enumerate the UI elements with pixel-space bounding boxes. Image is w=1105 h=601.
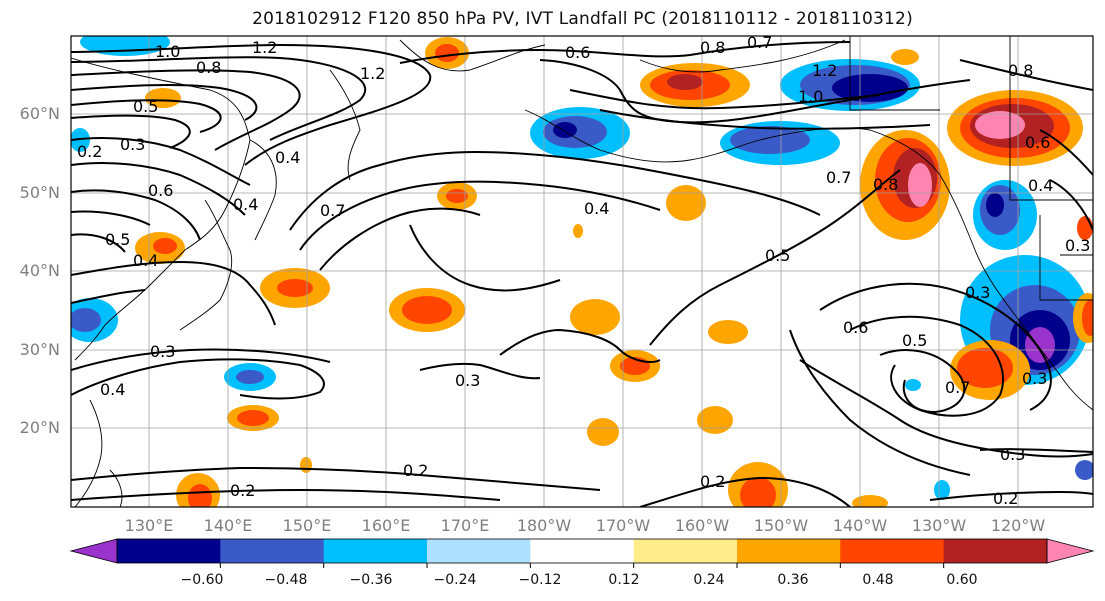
lon-label: 150°W	[753, 516, 809, 535]
contour-label: 0.6	[1025, 133, 1050, 152]
pv-anomaly-fills	[71, 36, 1093, 507]
contour-label: 0.2	[77, 142, 102, 161]
contour-label: 0.5	[105, 230, 130, 249]
coastlines	[71, 36, 1093, 507]
colorbar-segment	[633, 539, 738, 563]
contour-label: 1.0	[155, 42, 180, 61]
lat-label: 30°N	[19, 340, 60, 359]
positive-anomaly-patch	[570, 299, 620, 335]
colorbar-segment	[530, 539, 635, 563]
contour-label: 0.3	[965, 283, 990, 302]
lon-label: 130°W	[911, 516, 967, 535]
colorbar-segment	[220, 539, 325, 563]
colorbar-tick-label: −0.36	[349, 572, 393, 588]
contour-label: 1.2	[252, 38, 277, 57]
map-title: 2018102912 F120 850 hPa PV, IVT Landfall…	[252, 9, 913, 29]
contour-label: 0.4	[133, 251, 158, 270]
colorbar-tick-label: −0.60	[180, 572, 224, 588]
contour-label: 0.2	[230, 481, 255, 500]
contour-label: 1.2	[360, 64, 385, 83]
lon-label: 140°E	[203, 516, 253, 535]
colorbar-tick-label: −0.48	[264, 572, 308, 588]
graticule	[71, 36, 1093, 507]
colorbar-max-arrow	[1046, 538, 1095, 564]
lon-label: 140°W	[832, 516, 888, 535]
contour-label: 0.8	[1008, 61, 1033, 80]
contour-label: 0.3	[120, 135, 145, 154]
positive-anomaly-patch	[666, 185, 706, 221]
colorbar	[69, 538, 1095, 568]
lat-label: 60°N	[19, 104, 60, 123]
colorbar-segment	[427, 539, 531, 563]
contour-label: 0.3	[1022, 369, 1047, 388]
lon-label: 180°W	[516, 516, 572, 535]
contour-label: 1.2	[812, 61, 837, 80]
contour-label: 0.2	[993, 489, 1018, 508]
positive-anomaly-patch	[708, 320, 748, 344]
contour-label: 0.4	[275, 148, 300, 167]
colorbar-tick-label: 0.24	[693, 572, 725, 588]
contour-label: 0.4	[1028, 176, 1053, 195]
contour-label: 0.2	[403, 461, 428, 480]
lat-label: 50°N	[19, 183, 60, 202]
colorbar-segment	[840, 539, 945, 563]
lon-label: 150°E	[282, 516, 332, 535]
lon-label: 130°E	[124, 516, 174, 535]
contour-label: 0.7	[945, 378, 970, 397]
colorbar-min-arrow	[69, 538, 118, 564]
lon-label: 120°W	[990, 516, 1046, 535]
contour-label: 0.5	[902, 331, 927, 350]
colorbar-segment	[323, 539, 428, 563]
lon-label: 160°W	[674, 516, 730, 535]
pv-contours	[71, 41, 1093, 507]
contour-label: 0.6	[148, 181, 173, 200]
contour-label: 0.8	[700, 38, 725, 57]
lat-label: 20°N	[19, 418, 60, 437]
contour-label: 0.4	[233, 195, 258, 214]
contour-label: 0.7	[320, 201, 345, 220]
map-background	[71, 36, 1093, 507]
colorbar-tick-label: 0.12	[608, 572, 640, 588]
contour-label: 0.8	[873, 175, 898, 194]
lon-label: 160°E	[361, 516, 411, 535]
contour-label: 0.3	[455, 371, 480, 390]
contour-label: 0.2	[700, 472, 725, 491]
colorbar-segment	[943, 539, 1048, 563]
colorbar-tick-label: 0.60	[946, 572, 978, 588]
colorbar-segments	[117, 539, 1048, 563]
contour-label: 0.8	[196, 58, 221, 77]
map-frame	[70, 35, 1094, 508]
contour-label: 0.5	[133, 97, 158, 116]
contour-label: 0.3	[1065, 236, 1090, 255]
contour-label: 0.4	[584, 199, 609, 218]
colorbar-tick-label: −0.24	[433, 572, 477, 588]
colorbar-tick-label: −0.12	[518, 572, 562, 588]
contour-label: 0.3	[150, 342, 175, 361]
contour-label: 1.0	[798, 87, 823, 106]
contour-label: 0.4	[100, 380, 125, 399]
contour-label: 0.5	[765, 246, 790, 265]
colorbar-segment	[737, 539, 841, 563]
colorbar-segment	[117, 539, 221, 563]
contour-labels: 1.0 1.2 0.8 0.6 0.8 0.7 1.2 1.0 0.8 0.5 …	[77, 33, 1090, 508]
contour-label: 0.7	[747, 33, 772, 52]
contour-label: 0.6	[565, 43, 590, 62]
contour-label: 0.3	[1000, 445, 1025, 464]
positive-anomaly-patch	[697, 406, 733, 434]
colorbar-tick-label: 0.48	[862, 572, 894, 588]
colorbar-tick-label: 0.36	[777, 572, 809, 588]
lon-label: 170°E	[440, 516, 490, 535]
positive-anomaly-patch	[587, 418, 619, 446]
contour-label: 0.7	[826, 168, 851, 187]
contour-label: 0.6	[843, 318, 868, 337]
lat-label: 40°N	[19, 261, 60, 280]
lon-label: 170°W	[595, 516, 651, 535]
